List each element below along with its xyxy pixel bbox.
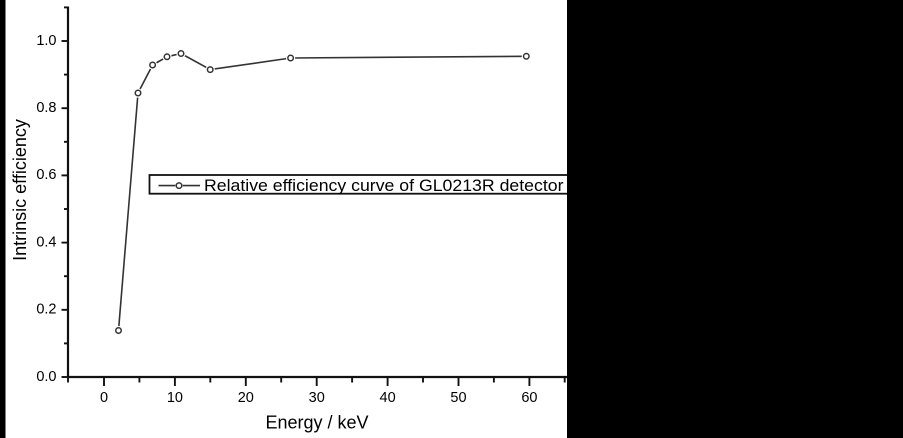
svg-text:30: 30	[309, 390, 325, 406]
svg-text:10: 10	[167, 390, 183, 406]
svg-text:0.6: 0.6	[36, 167, 56, 183]
svg-text:0: 0	[100, 390, 108, 406]
svg-text:0.4: 0.4	[36, 234, 56, 250]
svg-text:50: 50	[450, 390, 466, 406]
svg-text:40: 40	[380, 390, 396, 406]
svg-text:Intrinsic efficiency: Intrinsic efficiency	[10, 119, 30, 261]
svg-text:0.2: 0.2	[36, 302, 56, 318]
svg-text:60: 60	[521, 390, 537, 406]
svg-text:0.0: 0.0	[36, 369, 56, 385]
svg-text:1.0: 1.0	[36, 33, 56, 49]
svg-text:Energy / keV: Energy / keV	[265, 413, 368, 433]
svg-text:20: 20	[238, 390, 254, 406]
svg-text:Relative efficiency curve of G: Relative efficiency curve of GL0213R det…	[204, 176, 564, 195]
svg-text:0.8: 0.8	[36, 100, 56, 116]
